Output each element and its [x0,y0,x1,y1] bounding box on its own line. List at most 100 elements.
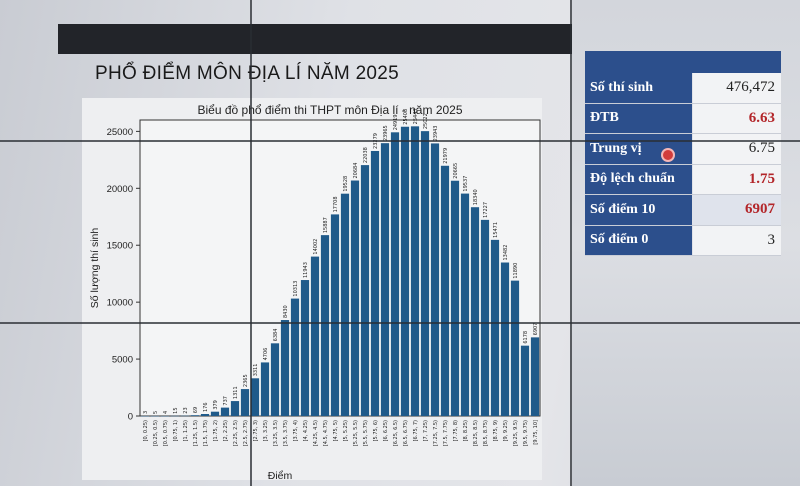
bar-value-label: 18340 [473,189,479,205]
bar [500,262,510,416]
y-tick-label: 25000 [107,127,133,138]
x-tick-label: [3.5, 3.75) [283,420,289,446]
x-tick-label: [4.75, 5) [333,420,339,441]
x-tick-label: [8, 8.25) [463,420,469,441]
bar [450,180,460,416]
bar [220,407,230,416]
bar [420,131,430,416]
slide-title: PHỔ ĐIỂM MÔN ĐỊA LÍ NĂM 2025 [95,63,400,84]
bar-value-label: 17227 [483,202,489,218]
x-tick-label: [4, 4.25) [303,420,309,441]
bar-value-label: 23943 [433,126,439,142]
bar-value-label: 176 [203,402,209,412]
score-distribution-chart: 0 5000 10000 15000 20000 25000 3 [0, 0.25) 5 [0.2… [89,108,541,482]
bar [250,378,260,416]
bar [460,193,470,416]
stat-label: ĐTB [585,103,693,133]
bar-value-label: 20684 [353,163,359,179]
y-tick-label: 20000 [107,184,133,195]
x-tick-label: [2.5, 2.75) [243,420,249,446]
bar-value-label: 24919 [393,114,399,130]
x-axis-title: Điểm [268,470,293,482]
stat-value: 6907 [693,195,781,225]
x-tick-label: [0, 0.25) [143,420,149,441]
bar [520,345,530,416]
bar-value-label: 25443 [413,108,419,124]
bar-value-label: 13482 [503,245,509,261]
bar-value-label: 22038 [363,147,369,163]
bar [360,165,370,416]
x-tick-label: [7, 7.25) [423,420,429,441]
stat-label: Số điểm 0 [585,225,693,255]
chart-title: Biểu đồ phổ điểm thi THPT môn Địa lí - n… [197,103,463,117]
bar-value-label: 737 [223,396,229,406]
bar-value-label: 6907 [533,323,539,336]
bar-value-label: 6178 [523,331,529,344]
x-tick-label: [2.25, 2.5) [233,420,239,446]
stat-value: 6.63 [693,103,781,133]
x-tick-label: [7.25, 7.5) [433,420,439,446]
bar-value-label: 25408 [403,109,409,125]
bar-value-label: 3311 [253,364,259,377]
bar-value-label: 2365 [243,374,249,387]
bar-value-label: 15 [173,407,179,413]
x-tick-label: [0.25, 0.5) [153,420,159,446]
bar-value-label: 23965 [383,125,389,141]
bar-value-label: 10313 [293,281,299,297]
bar [410,126,420,416]
y-tick-label: 5000 [112,355,133,366]
bar [430,143,440,416]
x-tick-label: [5.75, 6) [373,420,379,441]
bar [490,239,500,416]
x-tick-label: [0.5, 0.75) [163,420,169,446]
x-tick-label: [5.5, 5.75) [363,420,369,446]
bar [350,180,360,416]
x-tick-label: [9.25, 9.5) [513,420,519,446]
bar-value-label: 5 [153,411,159,414]
bar [510,280,520,416]
x-tick-label: [8.75, 9) [493,420,499,441]
stat-value: 3 [693,225,781,255]
bar [530,337,540,416]
x-tick-label: [3.25, 3.5) [273,420,279,446]
x-tick-label: [7.75, 8) [453,420,459,441]
x-tick-label: [2, 2.25) [223,420,229,441]
x-tick-label: [5.25, 5.5) [353,420,359,446]
x-tick-label: [5, 5.25) [343,420,349,441]
bar-value-label: 4 [163,411,169,414]
bar [190,415,200,416]
bar-value-label: 11943 [303,262,309,278]
stat-row: ĐTB 6.63 [585,103,781,134]
stat-value: 6.75 [693,134,781,164]
bar [390,132,400,416]
x-tick-label: [4.25, 4.5) [313,420,319,446]
x-tick-label: [6.5, 6.75) [403,420,409,446]
x-tick-label: [8.5, 8.75) [483,420,489,446]
bar [300,280,310,416]
bar [370,150,380,416]
plot-area [139,119,541,417]
bar [210,411,220,416]
bar-value-label: 11890 [513,263,519,279]
bar-value-label: 1311 [233,386,239,399]
stat-row: Số điểm 10 6907 [585,195,781,226]
x-tick-label: [3.75, 4) [293,420,299,441]
bar [230,401,240,416]
bar-value-label: 69 [193,407,199,413]
stat-value: 1.75 [693,164,781,194]
slide-header-bar [58,24,578,54]
bar [200,413,210,416]
stat-row: Trung vị 6.75 [585,134,781,165]
bar [400,126,410,417]
screen-seam [250,0,252,486]
stat-label: Độ lệch chuẩn [585,164,693,194]
screen-seam [570,0,572,486]
bar [280,320,290,416]
x-tick-label: [6.25, 6.5) [393,420,399,446]
bar-value-label: 4706 [263,348,269,361]
bar-value-label: 14002 [313,239,319,255]
bar [480,219,490,416]
bar [440,165,450,416]
stat-row: Số thí sinh 476,472 [585,73,781,104]
x-tick-label: [0.75, 1) [173,420,179,441]
